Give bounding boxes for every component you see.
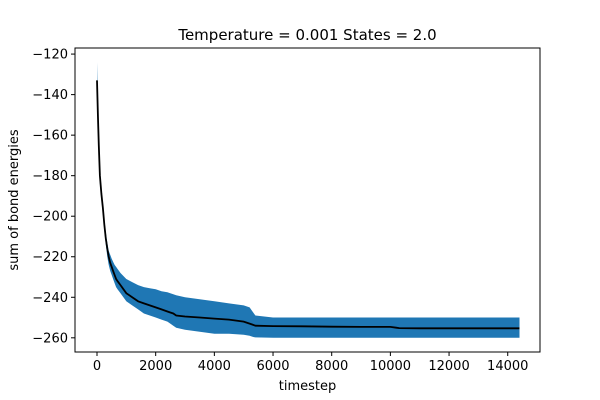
x-tick-label: 14000 — [487, 359, 528, 374]
x-tick-label: 0 — [93, 359, 101, 374]
y-axis-ticks: −260 −240 −220 −200 −180 −160 −140 −120 — [32, 48, 75, 346]
x-axis-label: timestep — [279, 379, 337, 394]
x-axis-ticks: 0 2000 4000 6000 8000 10000 12000 14000 — [93, 352, 528, 374]
y-tick-label: −200 — [32, 210, 68, 225]
spread-band-layer — [97, 62, 520, 338]
y-tick-label: −120 — [32, 48, 68, 63]
x-tick-label: 10000 — [370, 359, 411, 374]
y-tick-label: −240 — [32, 291, 68, 306]
x-tick-label: 6000 — [256, 359, 289, 374]
x-tick-label: 4000 — [198, 359, 231, 374]
mean-line — [96, 80, 520, 330]
y-tick-label: −140 — [32, 88, 68, 103]
mean-line-layer — [96, 80, 520, 330]
x-tick-label: 8000 — [315, 359, 348, 374]
chart-title: Temperature = 0.001 States = 2.0 — [177, 26, 436, 44]
y-tick-label: −260 — [32, 331, 68, 346]
x-tick-label: 2000 — [139, 359, 172, 374]
y-axis-label: sum of bond energies — [7, 129, 22, 271]
y-tick-label: −180 — [32, 169, 68, 184]
spread-band — [97, 62, 520, 338]
axes-frame — [74, 47, 541, 353]
y-tick-label: −160 — [32, 129, 68, 144]
y-tick-label: −220 — [32, 250, 68, 265]
x-tick-label: 12000 — [428, 359, 469, 374]
